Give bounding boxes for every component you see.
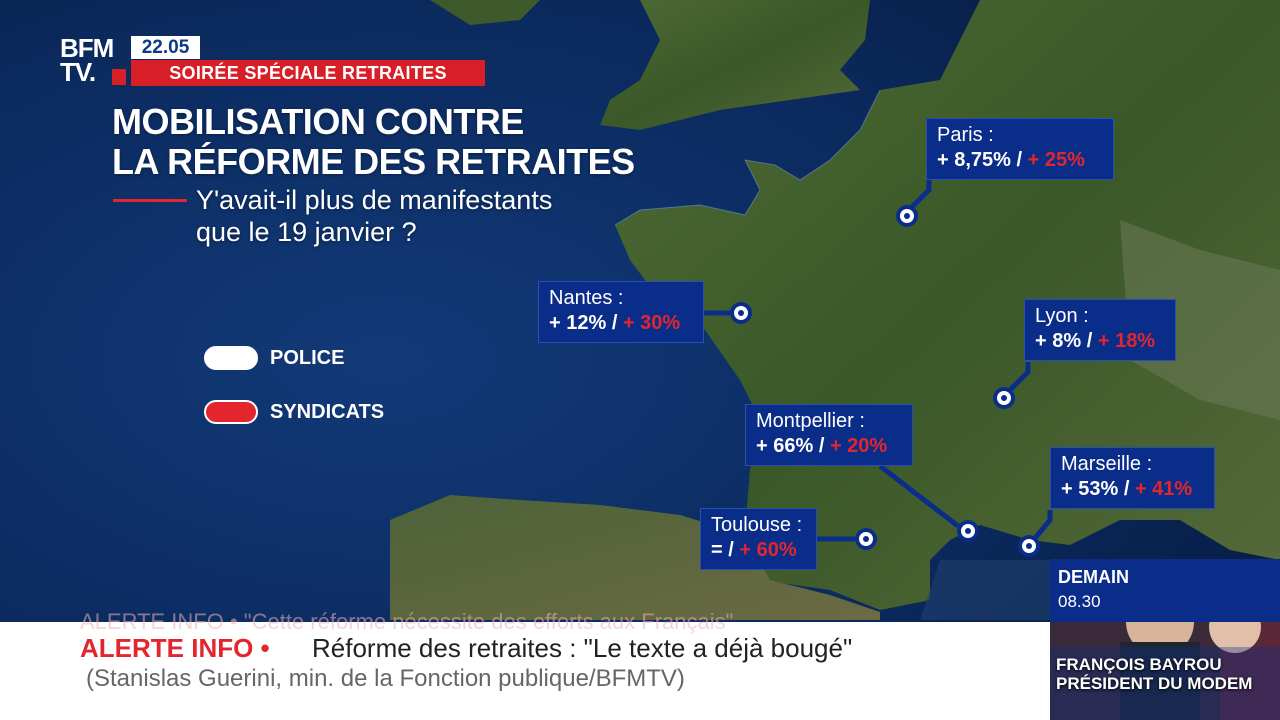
map-title: MOBILISATION CONTRE LA RÉFORME DES RETRA… — [112, 102, 635, 182]
city-name: Toulouse : — [711, 514, 803, 536]
legend-unions: SYNDICATS — [204, 399, 384, 425]
city-values: + 8% / + 18% — [1035, 328, 1165, 354]
news-ticker — [0, 622, 1050, 720]
legend-police-label: POLICE — [270, 346, 345, 369]
unions-value: + 18% — [1097, 330, 1156, 352]
promo-time: 08.30 — [1058, 592, 1101, 611]
city-name: Nantes : — [549, 287, 624, 309]
guest-title: PRÉSIDENT DU MODEM — [1056, 674, 1253, 693]
subtitle-line1: Y'avait-il plus de manifestants — [196, 185, 553, 215]
city-values: + 12% / + 30% — [549, 310, 693, 336]
value-separator: / — [722, 539, 740, 561]
ticker-previous-headline: ALERTE INFO • "Cette réforme nécessite d… — [80, 609, 734, 634]
promo-header — [1050, 559, 1280, 622]
logo-line1: BFM — [60, 33, 114, 63]
guest-photo — [1050, 622, 1280, 720]
value-separator: / — [1010, 149, 1028, 171]
bfmtv-logo: BFM TV. — [60, 33, 126, 87]
clock-badge: 22.05 — [131, 36, 200, 59]
legend-unions-swatch — [204, 400, 258, 424]
city-name: Paris : — [937, 124, 994, 146]
unions-value: + 25% — [1027, 149, 1085, 171]
subtitle-line2: que le 19 janvier ? — [196, 217, 417, 247]
city-box-toulouse[interactable]: Toulouse : = / + 60% — [700, 508, 817, 570]
city-values: + 53% / + 41% — [1061, 476, 1204, 502]
police-value: + 8,75% — [937, 149, 1011, 171]
britain-landmass — [430, 0, 540, 25]
alps-relief — [1120, 220, 1280, 420]
coastline — [614, 89, 881, 226]
value-separator: / — [813, 435, 830, 457]
value-separator: / — [1118, 478, 1135, 500]
legend-unions-label: SYNDICATS — [270, 400, 385, 423]
title-line2: LA RÉFORME DES RETRAITES — [112, 141, 635, 182]
unions-value: + 30% — [622, 312, 681, 334]
alert-source: (Stanislas Guerini, min. de la Fonction … — [86, 665, 685, 692]
city-values: + 8,75% / + 25% — [937, 147, 1103, 173]
unions-value: + 20% — [829, 435, 888, 457]
unions-value: + 60% — [739, 539, 797, 561]
title-line1: MOBILISATION CONTRE — [112, 101, 524, 142]
city-box-marseille[interactable]: Marseille : + 53% / + 41% — [1050, 447, 1215, 509]
logo-line2: TV. — [60, 57, 96, 87]
alert-headline: Réforme des retraites : "Le texte a déjà… — [312, 633, 853, 663]
subtitle-accent-line — [113, 199, 187, 202]
unions-value: + 41% — [1134, 478, 1193, 500]
alert-info-label: ALERTE INFO • — [80, 633, 270, 663]
city-name: Lyon : — [1035, 305, 1089, 327]
spain-landmass — [390, 495, 880, 620]
city-name: Marseille : — [1061, 453, 1153, 475]
guest-suit — [1120, 642, 1200, 720]
legend-police-swatch — [204, 346, 258, 370]
value-separator: / — [1081, 330, 1098, 352]
city-box-nantes[interactable]: Nantes : + 12% / + 30% — [538, 281, 704, 343]
police-value: + 66% — [756, 435, 814, 457]
value-separator: / — [606, 312, 623, 334]
britain-landmass — [600, 0, 870, 130]
guest-name: FRANÇOIS BAYROU — [1056, 655, 1222, 674]
police-value: + 8% — [1035, 330, 1082, 352]
legend-police: POLICE — [204, 345, 344, 371]
logo-red-bar — [112, 69, 126, 85]
mediterranean-sea — [920, 560, 1050, 620]
city-box-montpellier[interactable]: Montpellier : + 66% / + 20% — [745, 404, 913, 466]
police-value: + 12% — [549, 312, 607, 334]
show-title-badge: SOIRÉE SPÉCIALE RETRAITES — [131, 60, 485, 86]
city-box-paris[interactable]: Paris : + 8,75% / + 25% — [926, 118, 1114, 180]
police-value: + 53% — [1061, 478, 1119, 500]
city-name: Montpellier : — [756, 410, 865, 432]
cohost-head — [1209, 622, 1261, 653]
promo-guest: FRANÇOIS BAYROU PRÉSIDENT DU MODEM — [1056, 655, 1276, 693]
city-values: = / + 60% — [711, 537, 806, 563]
city-box-lyon[interactable]: Lyon : + 8% / + 18% — [1024, 299, 1176, 361]
map-subtitle: Y'avait-il plus de manifestants que le 1… — [196, 184, 552, 248]
police-value: = — [711, 539, 723, 561]
promo-day: DEMAIN — [1058, 567, 1129, 587]
city-values: + 66% / + 20% — [756, 433, 902, 459]
